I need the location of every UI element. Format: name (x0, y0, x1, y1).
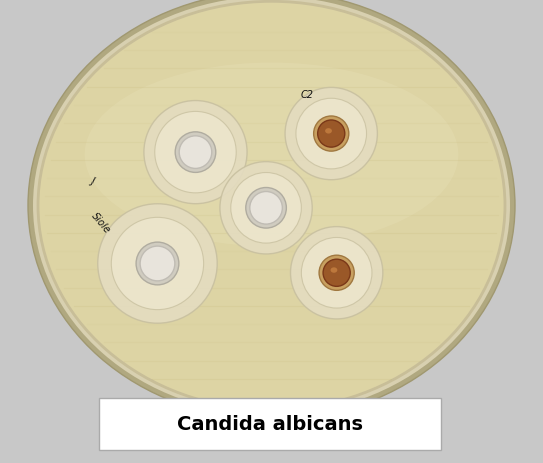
Text: J: J (89, 175, 96, 186)
FancyBboxPatch shape (99, 398, 441, 450)
Ellipse shape (136, 243, 179, 285)
Ellipse shape (325, 129, 332, 134)
Ellipse shape (98, 204, 217, 324)
Text: C2: C2 (300, 90, 313, 100)
Ellipse shape (323, 260, 350, 287)
Ellipse shape (179, 137, 212, 169)
Ellipse shape (220, 163, 312, 254)
Ellipse shape (38, 2, 505, 410)
Ellipse shape (250, 192, 282, 225)
Ellipse shape (314, 117, 349, 152)
Text: Siole: Siole (89, 210, 112, 235)
Ellipse shape (155, 112, 236, 194)
Ellipse shape (331, 268, 337, 273)
Ellipse shape (319, 256, 354, 291)
Ellipse shape (246, 188, 286, 229)
Ellipse shape (144, 101, 247, 204)
Ellipse shape (291, 227, 383, 319)
Ellipse shape (285, 88, 377, 180)
Ellipse shape (111, 218, 204, 310)
Ellipse shape (318, 121, 345, 148)
Ellipse shape (28, 0, 515, 420)
Ellipse shape (296, 99, 367, 169)
Ellipse shape (301, 238, 372, 308)
Ellipse shape (231, 173, 301, 244)
Ellipse shape (85, 63, 458, 247)
Ellipse shape (140, 247, 175, 281)
Ellipse shape (33, 0, 510, 415)
Text: Candida albicans: Candida albicans (177, 414, 363, 433)
Ellipse shape (175, 132, 216, 173)
